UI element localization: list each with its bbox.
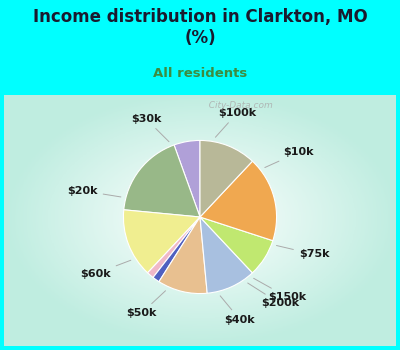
Text: $200k: $200k: [248, 283, 299, 308]
Text: $60k: $60k: [80, 260, 131, 279]
Text: $40k: $40k: [220, 296, 255, 325]
Wedge shape: [174, 140, 200, 217]
Text: $30k: $30k: [131, 114, 169, 142]
Wedge shape: [124, 210, 200, 273]
Wedge shape: [124, 145, 200, 217]
Wedge shape: [200, 217, 273, 273]
Text: $150k: $150k: [254, 278, 307, 302]
Text: City-Data.com: City-Data.com: [203, 102, 273, 111]
Wedge shape: [200, 217, 252, 293]
Text: Income distribution in Clarkton, MO
(%): Income distribution in Clarkton, MO (%): [33, 8, 367, 47]
Text: $50k: $50k: [126, 291, 166, 318]
Wedge shape: [148, 217, 200, 278]
Text: $10k: $10k: [265, 147, 314, 168]
Wedge shape: [200, 140, 252, 217]
Text: $75k: $75k: [276, 245, 329, 259]
Wedge shape: [153, 217, 200, 282]
Text: All residents: All residents: [153, 67, 247, 80]
Text: $20k: $20k: [67, 186, 121, 197]
Wedge shape: [159, 217, 207, 294]
Wedge shape: [200, 161, 276, 241]
Text: $100k: $100k: [216, 108, 256, 137]
